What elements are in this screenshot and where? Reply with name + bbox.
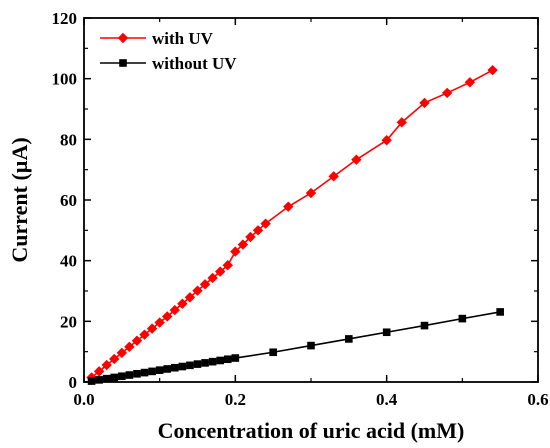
data-point-without-uv: [87, 377, 96, 385]
data-point-with-uv: [146, 323, 158, 334]
x-tick-label: 0.4: [376, 390, 398, 409]
data-point-without-uv: [420, 321, 429, 330]
legend-label-without-uv: without UV: [152, 54, 237, 73]
data-point-with-uv: [116, 347, 128, 359]
data-point-without-uv: [155, 366, 164, 374]
data-point-with-uv: [487, 64, 498, 76]
data-point-with-uv: [192, 285, 203, 296]
plot-marks: [86, 64, 504, 385]
data-point-with-uv: [328, 171, 339, 182]
legend-marker-without-uv: [119, 59, 127, 67]
data-point-without-uv: [148, 367, 156, 376]
data-point-with-uv: [101, 359, 112, 371]
x-tick-label: 0.6: [527, 390, 548, 409]
legend-item-without-uv: without UV: [100, 54, 237, 73]
data-point-with-uv: [124, 341, 135, 353]
y-tick-label: 60: [60, 191, 77, 210]
data-point-without-uv: [345, 335, 353, 343]
y-tick-label: 120: [52, 9, 78, 28]
data-point-without-uv: [231, 354, 240, 362]
data-point-without-uv: [382, 328, 391, 337]
data-point-with-uv: [464, 77, 476, 88]
data-point-without-uv: [110, 373, 119, 382]
data-point-with-uv: [93, 366, 105, 377]
data-point-with-uv: [154, 317, 165, 328]
data-point-with-uv: [215, 266, 226, 277]
data-point-without-uv: [102, 374, 111, 383]
data-point-without-uv: [140, 368, 149, 377]
data-point-with-uv: [184, 292, 196, 303]
data-point-without-uv: [163, 365, 172, 373]
data-point-without-uv: [216, 356, 224, 365]
data-point-without-uv: [496, 308, 504, 316]
series-with-uv: [86, 64, 498, 383]
data-point-with-uv: [245, 231, 256, 243]
data-point-with-uv: [381, 135, 392, 146]
legend-marker-with-uv: [117, 32, 129, 44]
x-tick-label: 0.0: [73, 390, 94, 409]
data-point-without-uv: [307, 341, 315, 350]
data-point-without-uv: [133, 370, 141, 378]
legend-item-with-uv: with UV: [100, 29, 214, 48]
data-point-without-uv: [118, 372, 126, 381]
y-tick-label: 100: [52, 70, 78, 89]
x-tick-label: 0.2: [225, 390, 246, 409]
data-point-with-uv: [305, 187, 317, 199]
data-point-with-uv: [162, 311, 173, 322]
data-point-without-uv: [171, 363, 179, 372]
series-without-uv: [87, 308, 504, 385]
legend: with UV without UV: [100, 29, 237, 73]
data-point-without-uv: [201, 359, 209, 367]
data-point-with-uv: [396, 117, 407, 128]
y-tick-label: 40: [60, 252, 77, 271]
data-point-with-uv: [109, 353, 120, 365]
data-point-with-uv: [177, 298, 188, 309]
data-point-without-uv: [458, 314, 467, 323]
data-point-with-uv: [199, 279, 211, 290]
x-axis-title: Concentration of uric acid (mM): [158, 418, 465, 443]
y-tick-label: 20: [60, 312, 77, 331]
data-point-with-uv: [169, 304, 180, 316]
y-tick-label: 80: [60, 130, 77, 149]
data-point-with-uv: [419, 97, 430, 109]
data-point-without-uv: [193, 360, 202, 368]
data-point-without-uv: [186, 361, 194, 370]
data-point-with-uv: [139, 329, 150, 340]
data-point-without-uv: [178, 362, 187, 371]
data-point-with-uv: [237, 239, 249, 250]
data-point-with-uv: [283, 201, 294, 212]
y-axis-title: Current (µA): [7, 137, 32, 262]
data-point-with-uv: [230, 246, 241, 257]
legend-label-with-uv: with UV: [152, 29, 214, 48]
data-point-without-uv: [208, 357, 217, 366]
data-point-without-uv: [223, 355, 232, 364]
data-point-with-uv: [351, 154, 362, 165]
data-point-without-uv: [95, 376, 103, 384]
x-tick-labels: 0.0 0.2 0.4 0.6: [73, 390, 548, 409]
data-point-with-uv: [131, 335, 143, 346]
y-tick-labels: 0 20 40 60 80 100 120: [52, 9, 78, 392]
data-point-without-uv: [125, 371, 134, 379]
data-point-with-uv: [207, 272, 218, 284]
series-line-with-uv: [91, 69, 493, 379]
data-point-with-uv: [222, 260, 233, 271]
y-tick-label: 0: [69, 373, 78, 392]
data-point-with-uv: [252, 225, 264, 236]
data-point-without-uv: [269, 348, 277, 357]
data-point-with-uv: [442, 87, 453, 99]
axis-ticks: [83, 17, 539, 383]
data-point-with-uv: [260, 218, 271, 229]
